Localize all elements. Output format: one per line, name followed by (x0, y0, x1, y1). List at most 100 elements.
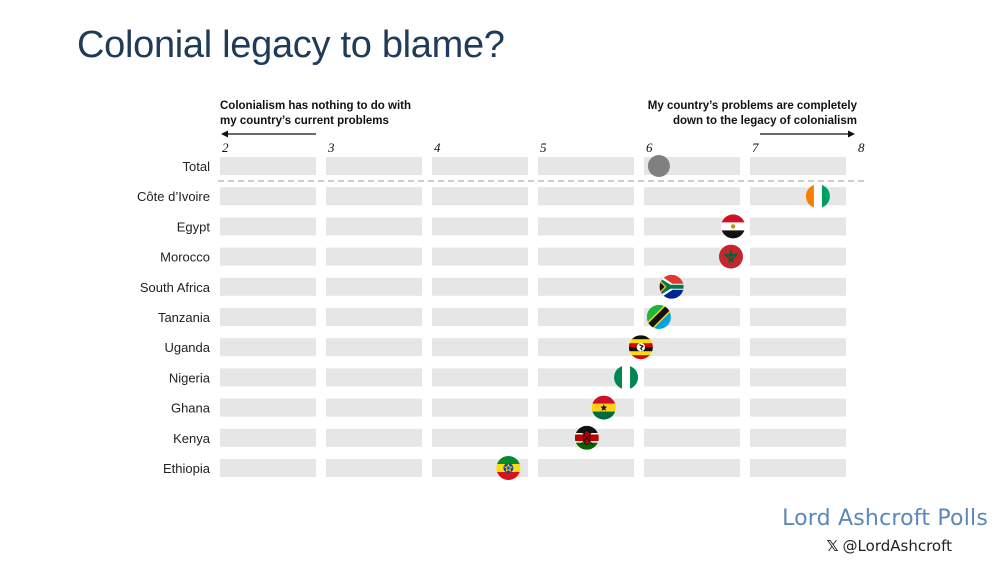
track-segment (432, 398, 528, 417)
legend-left-line2: my country’s current problems (220, 115, 389, 127)
track-segment (326, 368, 422, 387)
track-segment (220, 338, 316, 357)
track-segment (538, 187, 634, 206)
track-segment (326, 428, 422, 447)
track-segment (644, 277, 740, 296)
track-segment (432, 277, 528, 296)
track-segment (326, 308, 422, 326)
track-segment (538, 338, 634, 357)
grey-dot-icon (647, 155, 670, 177)
row-label: South Africa (140, 280, 211, 295)
track-segment (220, 157, 316, 175)
track-segment (326, 217, 422, 236)
tanzania-flag-icon (646, 305, 671, 329)
track-segment (432, 338, 528, 357)
track-segment (644, 428, 740, 447)
social-handle: 𝕏 @LordAshcroft (826, 537, 952, 555)
track-segment (644, 459, 740, 477)
page-title: Colonial legacy to blame? (77, 24, 505, 66)
track-segment (432, 428, 528, 447)
track-segment (220, 428, 316, 447)
track-segment (644, 217, 740, 236)
row-label: Morocco (160, 250, 210, 265)
track-segment (750, 428, 846, 447)
uganda-flag-icon (628, 335, 653, 360)
x-tick-label: 6 (646, 140, 653, 155)
track-segment (326, 459, 422, 477)
track-segment (538, 398, 634, 417)
track-segment (750, 308, 846, 326)
track-segment (538, 247, 634, 266)
x-tick-label: 3 (327, 140, 335, 155)
track-segment (326, 187, 422, 206)
row-label: Total (183, 159, 211, 174)
egypt-flag-icon (721, 214, 746, 239)
track-segment (220, 247, 316, 266)
track-segment (750, 277, 846, 296)
legend-right-line2: down to the legacy of colonialism (672, 115, 857, 127)
track-segment (220, 217, 316, 236)
legend-right: My country’s problems are completely dow… (648, 99, 857, 129)
track-segment (750, 368, 846, 387)
track-segment (538, 217, 634, 236)
social-handle-text: @LordAshcroft (842, 537, 952, 555)
track-segment (644, 247, 740, 266)
track-segment (432, 368, 528, 387)
track-segment (538, 277, 634, 296)
track-segment (432, 308, 528, 326)
x-tick-label: 4 (434, 140, 441, 155)
track-segment (750, 187, 846, 206)
track-segment (432, 247, 528, 266)
track-segment (644, 368, 740, 387)
legend-right-line1: My country’s problems are completely (647, 100, 857, 112)
track-segment (326, 277, 422, 296)
track-segment (750, 247, 846, 266)
track-segment (220, 459, 316, 477)
ghana-flag-icon (591, 395, 616, 420)
track-segment (538, 459, 634, 477)
track-segment (326, 338, 422, 357)
track-segment (538, 308, 634, 326)
track-segment (432, 157, 528, 175)
track-segment (220, 398, 316, 417)
track-segment (220, 368, 316, 387)
track-segment (220, 308, 316, 326)
morocco-flag-icon (718, 244, 743, 269)
track-segment (750, 217, 846, 236)
x-tick-label: 2 (222, 140, 229, 155)
ethiopia-flag-icon (496, 456, 521, 480)
nigeria-flag-icon (614, 365, 639, 390)
row-label: Tanzania (158, 310, 211, 325)
x-tick-label: 8 (858, 140, 865, 155)
track-segment (326, 398, 422, 417)
track-segment (326, 247, 422, 266)
track-segment (750, 338, 846, 357)
x-tick-label: 7 (752, 140, 759, 155)
cote-divoire-flag-icon (805, 184, 830, 209)
legend-left-arrowhead (221, 130, 228, 138)
track-segment (750, 157, 846, 175)
track-segment (644, 398, 740, 417)
kenya-flag-icon (574, 425, 599, 450)
row-label: Ethiopia (163, 461, 211, 476)
row-label: Egypt (177, 219, 211, 234)
track-segment (326, 157, 422, 175)
row-label: Ghana (171, 401, 211, 416)
legend-left-line1: Colonialism has nothing to do with (220, 100, 412, 112)
x-logo-icon: 𝕏 (826, 537, 839, 555)
south-africa-flag-icon (659, 274, 684, 299)
row-label: Côte d’Ivoire (137, 189, 210, 204)
track-segment (644, 338, 740, 357)
track-segment (750, 398, 846, 417)
row-label: Nigeria (169, 370, 211, 385)
brand-logo: Lord Ashcroft Polls (782, 506, 988, 531)
legend-left: Colonialism has nothing to do with my co… (220, 99, 411, 129)
track-segment (220, 187, 316, 206)
track-segment (432, 217, 528, 236)
legend-right-arrowhead (848, 130, 855, 138)
row-label: Uganda (164, 340, 210, 355)
x-tick-label: 5 (540, 140, 547, 155)
track-segment (538, 157, 634, 175)
track-segment (644, 187, 740, 206)
